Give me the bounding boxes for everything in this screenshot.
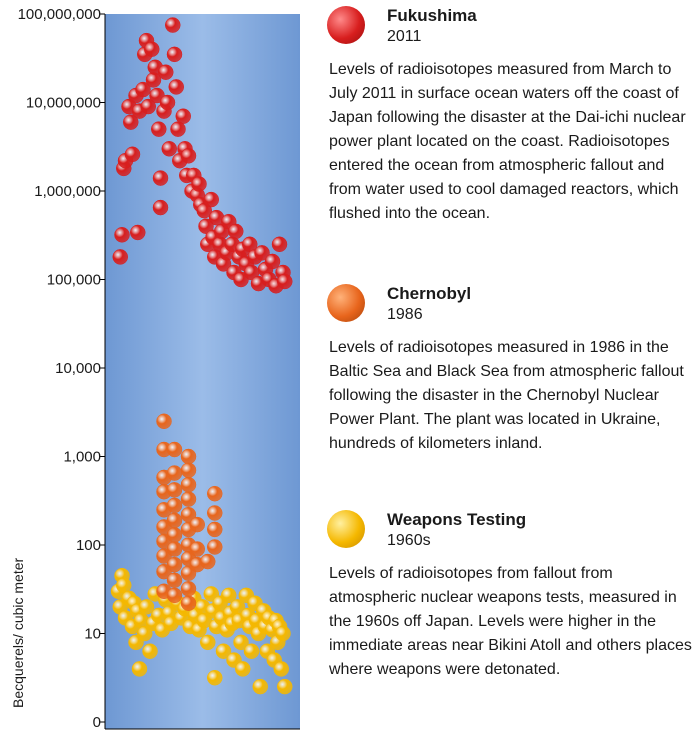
weapons-testing-point (200, 634, 216, 651)
fukushima-point (152, 199, 169, 216)
chernobyl-point (166, 441, 183, 458)
y-tick-label: 10,000,000 (26, 95, 101, 112)
chernobyl-point (207, 521, 223, 538)
chernobyl-point (189, 541, 205, 557)
chernobyl-point (166, 556, 183, 573)
weapons-testing-point (138, 599, 155, 615)
chernobyl-point (180, 491, 197, 507)
chernobyl-point (166, 482, 183, 498)
weapons-testing-description: Levels of radioisotopes from fallout fro… (329, 565, 692, 678)
fukushima-point (254, 245, 270, 261)
weapons-testing-point (277, 678, 293, 695)
fukushima-point (196, 202, 212, 219)
chernobyl-name: Chernobyl (387, 284, 472, 303)
chernobyl-point (180, 581, 197, 597)
y-tick-label: 1,000 (63, 449, 101, 466)
fukushima-point (135, 81, 151, 98)
chernobyl-point (166, 541, 183, 557)
fukushima-point (165, 17, 181, 33)
fukushima-point (264, 253, 281, 270)
chernobyl-swatch (327, 284, 365, 322)
chernobyl-point (166, 465, 183, 481)
fukushima-description: Levels of radioisotopes measured from Ma… (329, 61, 686, 222)
chernobyl-point (180, 595, 197, 611)
weapons-testing-swatch (327, 510, 365, 548)
weapons-testing-point (207, 670, 223, 686)
legend-fukushima: Fukushima 2011 Levels of radioisotopes m… (325, 4, 695, 226)
fukushima-point (198, 218, 214, 234)
fukushima-point (180, 148, 197, 164)
fukushima-point (144, 41, 160, 57)
chernobyl-point (166, 512, 183, 529)
fukushima-point (271, 236, 288, 253)
chernobyl-point (180, 448, 197, 465)
fukushima-point (168, 79, 184, 95)
fukushima-year: 2011 (387, 28, 422, 45)
fukushima-point (151, 121, 167, 137)
chart-svg: 100,000,000 10,000,000 1,000,000 100,000 10,… (18, 6, 300, 731)
fukushima-point (140, 98, 156, 115)
weapons-testing-point (252, 678, 268, 695)
legend-chernobyl: Chernobyl 1986 Levels of radioisotopes m… (325, 282, 695, 456)
weapons-testing-year: 1960s (387, 532, 431, 549)
weapons-testing-point (215, 643, 232, 659)
fukushima-point (112, 249, 128, 265)
chernobyl-point (180, 476, 197, 493)
fukushima-point (191, 176, 207, 192)
weapons-testing-point (131, 661, 148, 677)
chernobyl-point (166, 572, 183, 588)
chernobyl-point (166, 527, 183, 543)
fukushima-point (124, 146, 141, 163)
legend-weapons-testing: Weapons Testing 1960s Levels of radioiso… (325, 508, 695, 682)
fukushima-point (228, 223, 244, 240)
y-tick-label: 100,000,000 (18, 6, 101, 23)
weapons-testing-point (273, 661, 289, 677)
chernobyl-year: 1986 (387, 306, 423, 323)
fukushima-point (203, 191, 219, 208)
chernobyl-point (166, 587, 183, 604)
fukushima-point (152, 170, 169, 186)
chernobyl-point (189, 516, 205, 533)
fukushima-point (114, 227, 130, 243)
weapons-testing-point (221, 587, 237, 604)
fukushima-point (158, 64, 174, 80)
chernobyl-point (166, 497, 183, 514)
fukushima-point (277, 273, 293, 290)
y-tick-label: 10,000 (55, 360, 101, 377)
fukushima-point (159, 94, 176, 111)
chernobyl-point (207, 485, 223, 502)
fukushima-point (130, 224, 146, 241)
fukushima-name: Fukushima (387, 6, 477, 25)
chernobyl-point (207, 505, 223, 521)
fukushima-swatch (327, 6, 365, 44)
chernobyl-point (200, 553, 216, 570)
y-tick-label: 1,000,000 (34, 183, 101, 200)
weapons-testing-point (275, 625, 291, 642)
fukushima-point (123, 114, 139, 130)
fukushima-point (175, 108, 191, 124)
weapons-testing-point (142, 643, 158, 659)
chernobyl-point (207, 539, 223, 555)
chernobyl-point (180, 462, 197, 478)
y-tick-label: 0 (93, 714, 101, 731)
y-tick-label: 10 (84, 626, 101, 643)
weapons-testing-point (137, 625, 153, 642)
chernobyl-description: Levels of radioisotopes measured in 1986… (329, 339, 684, 452)
chernobyl-point (156, 413, 172, 430)
fukushima-point (161, 141, 177, 157)
weapons-testing-point (243, 643, 260, 659)
weapons-testing-name: Weapons Testing (387, 510, 527, 529)
y-axis-label: Becquerels/ cubic meter (10, 557, 26, 708)
y-tick-label: 100,000 (47, 272, 101, 289)
y-tick-label: 100 (76, 537, 101, 554)
weapons-testing-point (235, 661, 251, 677)
weapons-testing-point (233, 634, 249, 651)
fukushima-point (166, 46, 183, 63)
